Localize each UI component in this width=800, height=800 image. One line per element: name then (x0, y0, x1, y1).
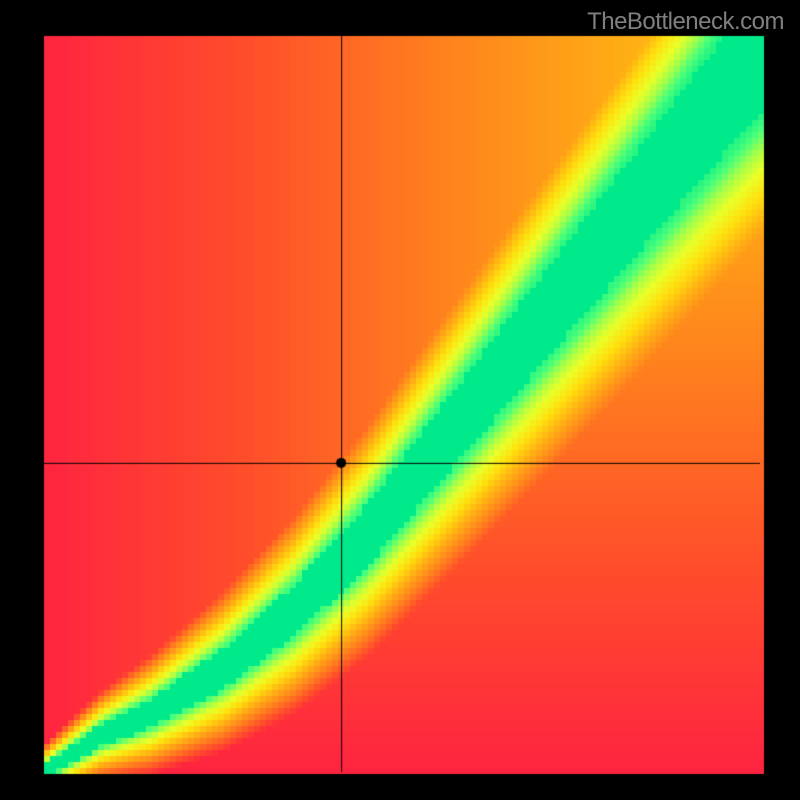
bottleneck-heatmap (0, 0, 800, 800)
chart-container: { "chart": { "type": "heatmap", "width":… (0, 0, 800, 800)
watermark-text: TheBottleneck.com (587, 8, 784, 36)
